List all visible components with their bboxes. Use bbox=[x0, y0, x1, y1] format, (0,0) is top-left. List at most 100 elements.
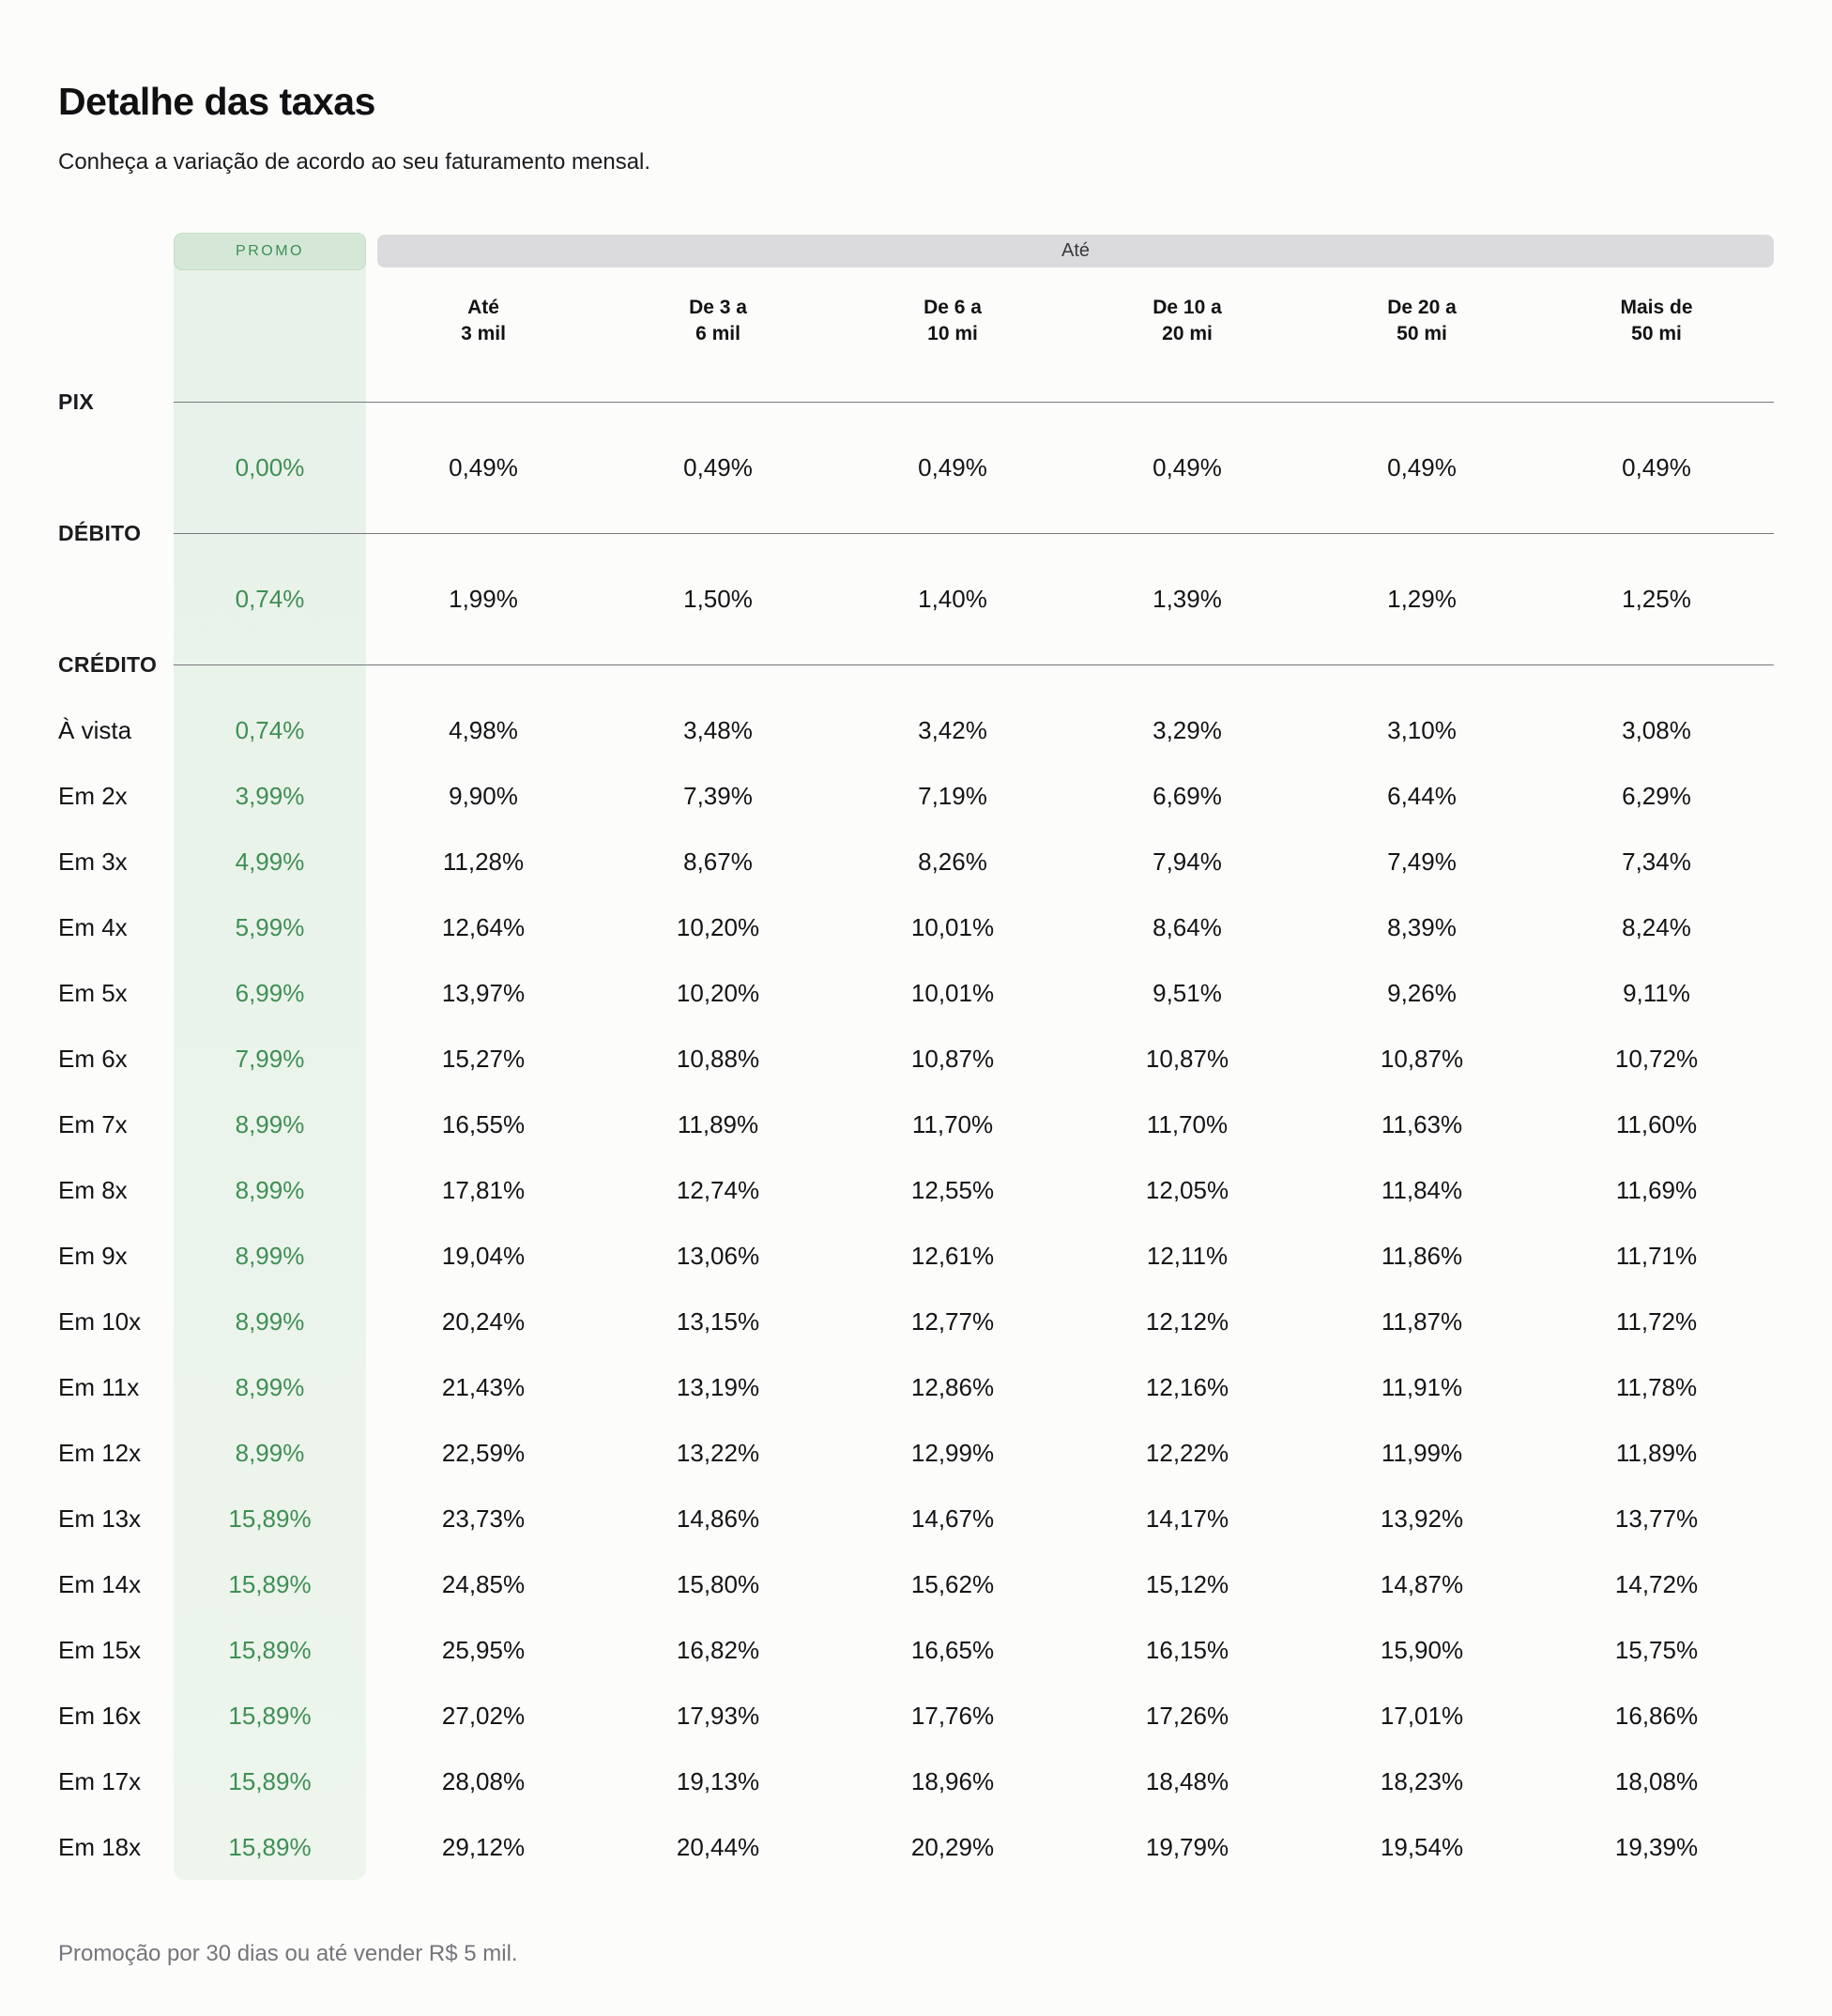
row-label: Em 2x bbox=[58, 781, 128, 810]
rate-value: 20,29% bbox=[910, 1832, 995, 1861]
rate-value: 8,39% bbox=[1387, 912, 1457, 941]
table-row: Em 13x 15,89% 23,73% 14,86% 14,67% 14,17% 13,9… bbox=[58, 1486, 1774, 1551]
rate-value: 8,67% bbox=[683, 847, 753, 876]
table-row: Em 14x 15,89% 24,85% 15,80% 15,62% 15,12% 14,8… bbox=[58, 1551, 1774, 1617]
table-row: Em 2x 3,99% 9,90% 7,39% 7,19% 6,69% 6,44% 6,29% bbox=[58, 763, 1774, 829]
table-top-row: PROMO Até bbox=[58, 233, 1774, 272]
row-label: Em 14x bbox=[58, 1569, 142, 1598]
rate-value: 7,39% bbox=[683, 781, 753, 810]
rate-value: 12,05% bbox=[1145, 1175, 1229, 1204]
row-label: À vista bbox=[58, 715, 132, 744]
section-label: CRÉDITO bbox=[58, 651, 158, 677]
rate-value: 23,73% bbox=[441, 1504, 526, 1533]
rate-value: 11,71% bbox=[1615, 1241, 1698, 1270]
revenue-group-bar: Até bbox=[377, 235, 1774, 267]
rate-value: 8,26% bbox=[918, 847, 987, 876]
rate-value: 11,28% bbox=[442, 847, 525, 876]
rate-value: 29,12% bbox=[441, 1832, 526, 1861]
rate-value: 19,39% bbox=[1614, 1832, 1699, 1861]
row-label: Em 9x bbox=[58, 1241, 128, 1270]
rate-value: 12,74% bbox=[676, 1175, 760, 1204]
promo-rate-value: 7,99% bbox=[235, 1044, 305, 1073]
row-label: Em 3x bbox=[58, 847, 128, 876]
rate-value: 12,64% bbox=[441, 912, 526, 941]
rate-value: 10,87% bbox=[910, 1044, 995, 1073]
row-label: Em 15x bbox=[58, 1635, 142, 1664]
column-header: De 10 a 20 mi bbox=[1070, 295, 1305, 347]
promo-rate-value: 8,99% bbox=[235, 1372, 305, 1401]
promo-rate-value: 0,74% bbox=[235, 584, 305, 613]
rate-value: 15,12% bbox=[1145, 1569, 1229, 1598]
rate-value: 3,08% bbox=[1622, 715, 1691, 744]
rate-value: 0,49% bbox=[1622, 452, 1691, 481]
section-label: DÉBITO bbox=[58, 520, 142, 545]
rate-value: 10,20% bbox=[676, 978, 760, 1007]
rate-value: 17,01% bbox=[1380, 1701, 1464, 1730]
rate-value: 20,24% bbox=[441, 1306, 526, 1336]
rate-value: 6,69% bbox=[1153, 781, 1222, 810]
section-divider bbox=[174, 532, 1774, 534]
row-label: Em 5x bbox=[58, 978, 128, 1007]
rate-value: 11,89% bbox=[1615, 1438, 1698, 1467]
promo-rate-value: 8,99% bbox=[235, 1109, 305, 1138]
rate-value: 22,59% bbox=[441, 1438, 526, 1467]
section-header-row: DÉBITO bbox=[58, 500, 1774, 566]
promo-rate-value: 6,99% bbox=[235, 978, 305, 1007]
promo-rate-value: 15,89% bbox=[228, 1832, 312, 1861]
rate-value: 12,61% bbox=[910, 1241, 995, 1270]
rate-value: 25,95% bbox=[441, 1635, 526, 1664]
row-label: Em 16x bbox=[58, 1701, 142, 1730]
rate-value: 10,87% bbox=[1145, 1044, 1229, 1073]
rate-value: 18,96% bbox=[910, 1766, 995, 1795]
row-label: Em 13x bbox=[58, 1504, 142, 1533]
rate-value: 12,55% bbox=[910, 1175, 995, 1204]
column-header: De 20 a 50 mi bbox=[1305, 295, 1539, 347]
table-row: Em 7x 8,99% 16,55% 11,89% 11,70% 11,70% 11,63%… bbox=[58, 1092, 1774, 1157]
promo-footnote: Promoção por 30 dias ou até vender R$ 5 … bbox=[58, 1941, 518, 1966]
rate-value: 12,86% bbox=[910, 1372, 995, 1401]
rate-value: 14,67% bbox=[910, 1504, 995, 1533]
rate-value: 7,34% bbox=[1622, 847, 1691, 876]
promo-badge-cell: PROMO bbox=[174, 233, 366, 270]
row-label: Em 7x bbox=[58, 1109, 128, 1138]
column-header-line: 50 mi bbox=[1631, 322, 1682, 344]
rate-value: 11,86% bbox=[1381, 1241, 1463, 1270]
row-label: Em 17x bbox=[58, 1766, 142, 1795]
rate-value: 12,11% bbox=[1146, 1241, 1229, 1270]
column-headers-row: Até 3 mil De 3 a 6 mil De 6 a 10 mi De 10 a 20 … bbox=[58, 272, 1774, 369]
rate-value: 12,99% bbox=[910, 1438, 995, 1467]
rate-value: 13,97% bbox=[441, 978, 526, 1007]
row-label: Em 6x bbox=[58, 1044, 128, 1073]
promo-rate-value: 15,89% bbox=[228, 1569, 312, 1598]
rate-value: 1,99% bbox=[449, 584, 518, 613]
rate-value: 1,25% bbox=[1622, 584, 1691, 613]
rate-value: 12,12% bbox=[1145, 1306, 1229, 1336]
page-subtitle: Conheça a variação de acordo ao seu fatu… bbox=[58, 149, 651, 175]
column-header: Até 3 mil bbox=[366, 295, 601, 347]
column-header: Mais de 50 mi bbox=[1539, 295, 1774, 347]
rate-value: 11,72% bbox=[1615, 1306, 1698, 1336]
rate-value: 6,44% bbox=[1387, 781, 1457, 810]
column-header-line: Até bbox=[467, 296, 499, 318]
table-row: 0,74% 1,99% 1,50% 1,40% 1,39% 1,29% 1,25% bbox=[58, 566, 1774, 632]
rate-value: 9,26% bbox=[1387, 978, 1457, 1007]
rate-value: 16,55% bbox=[441, 1109, 526, 1138]
promo-rate-value: 15,89% bbox=[228, 1766, 312, 1795]
rate-value: 11,89% bbox=[677, 1109, 759, 1138]
promo-badge: PROMO bbox=[174, 233, 366, 270]
promo-rate-value: 8,99% bbox=[235, 1438, 305, 1467]
table-row: Em 5x 6,99% 13,97% 10,20% 10,01% 9,51% 9,26% 9,… bbox=[58, 960, 1774, 1026]
rate-value: 11,63% bbox=[1381, 1109, 1463, 1138]
rate-value: 0,49% bbox=[449, 452, 518, 481]
column-header-line: 20 mi bbox=[1162, 322, 1213, 344]
row-label: Em 11x bbox=[58, 1372, 140, 1401]
rate-value: 13,19% bbox=[676, 1372, 760, 1401]
table-row: Em 17x 15,89% 28,08% 19,13% 18,96% 18,48% 18,2… bbox=[58, 1749, 1774, 1814]
section-divider bbox=[174, 664, 1774, 665]
rate-value: 11,70% bbox=[911, 1109, 994, 1138]
column-header-line: De 20 a bbox=[1387, 296, 1457, 318]
rate-value: 19,54% bbox=[1380, 1832, 1464, 1861]
rate-value: 27,02% bbox=[441, 1701, 526, 1730]
rate-value: 8,64% bbox=[1153, 912, 1222, 941]
rate-value: 10,01% bbox=[910, 978, 995, 1007]
